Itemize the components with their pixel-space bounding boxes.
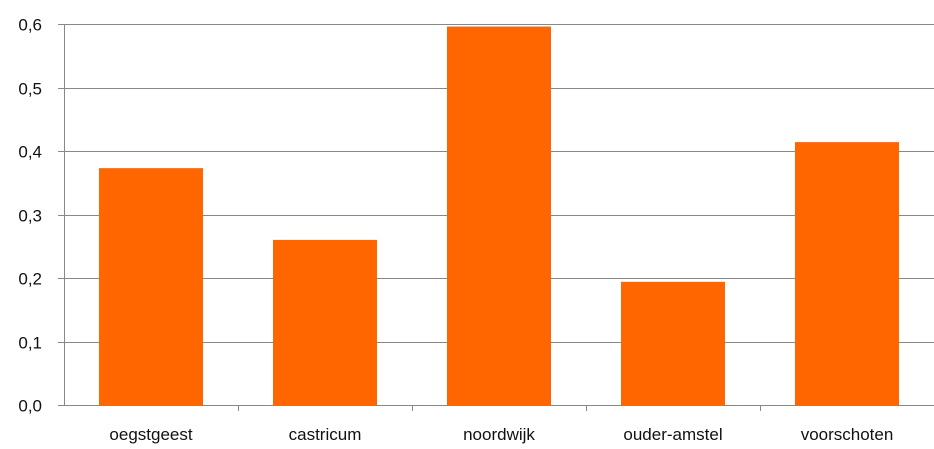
y-tick-label: 0,3 [18, 207, 42, 226]
bars [99, 26, 899, 406]
bar-oegstgeest [99, 168, 203, 405]
y-tick-labels: 0,0 0,1 0,2 0,3 0,4 0,5 0,6 [18, 16, 42, 416]
y-tick-label: 0,2 [18, 270, 42, 289]
x-tick-label: castricum [289, 425, 362, 444]
axes [58, 24, 934, 411]
y-tick-label: 0,0 [18, 397, 42, 416]
x-tick-label: noordwijk [463, 425, 535, 444]
x-tick-label: voorschoten [801, 425, 894, 444]
bar-voorschoten [795, 142, 899, 406]
bar-ouder-amstel [621, 281, 725, 405]
x-tick-label: oegstgeest [109, 425, 192, 444]
y-tick-label: 0,4 [18, 143, 42, 162]
x-tick-label: ouder-amstel [623, 425, 722, 444]
y-tick-label: 0,6 [18, 16, 42, 35]
x-tick-labels: oegstgeest castricum noordwijk ouder-amstel… [109, 425, 893, 444]
bar-castricum [273, 239, 377, 405]
y-tick-label: 0,5 [18, 80, 42, 99]
y-tick-label: 0,1 [18, 334, 42, 353]
bar-noordwijk [447, 26, 551, 405]
